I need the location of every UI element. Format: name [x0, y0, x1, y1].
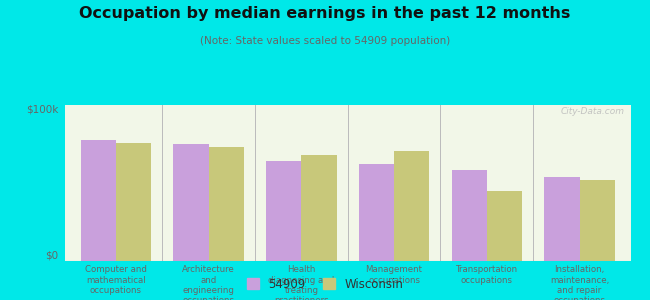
- Bar: [452, 170, 487, 261]
- Bar: [116, 142, 151, 261]
- Text: $0: $0: [46, 251, 58, 261]
- Bar: [359, 164, 394, 261]
- Text: (Note: State values scaled to 54909 population): (Note: State values scaled to 54909 popu…: [200, 36, 450, 46]
- Legend: 54909, Wisconsin: 54909, Wisconsin: [243, 274, 407, 294]
- Bar: [81, 140, 116, 261]
- Bar: [580, 180, 615, 261]
- Bar: [302, 155, 337, 261]
- Bar: [544, 177, 580, 261]
- Text: $100k: $100k: [26, 105, 58, 115]
- Bar: [394, 151, 430, 261]
- Text: City-Data.com: City-Data.com: [561, 106, 625, 116]
- Bar: [174, 144, 209, 261]
- Bar: [487, 191, 522, 261]
- Text: Occupation by median earnings in the past 12 months: Occupation by median earnings in the pas…: [79, 6, 571, 21]
- Bar: [266, 161, 302, 261]
- Bar: [209, 147, 244, 261]
